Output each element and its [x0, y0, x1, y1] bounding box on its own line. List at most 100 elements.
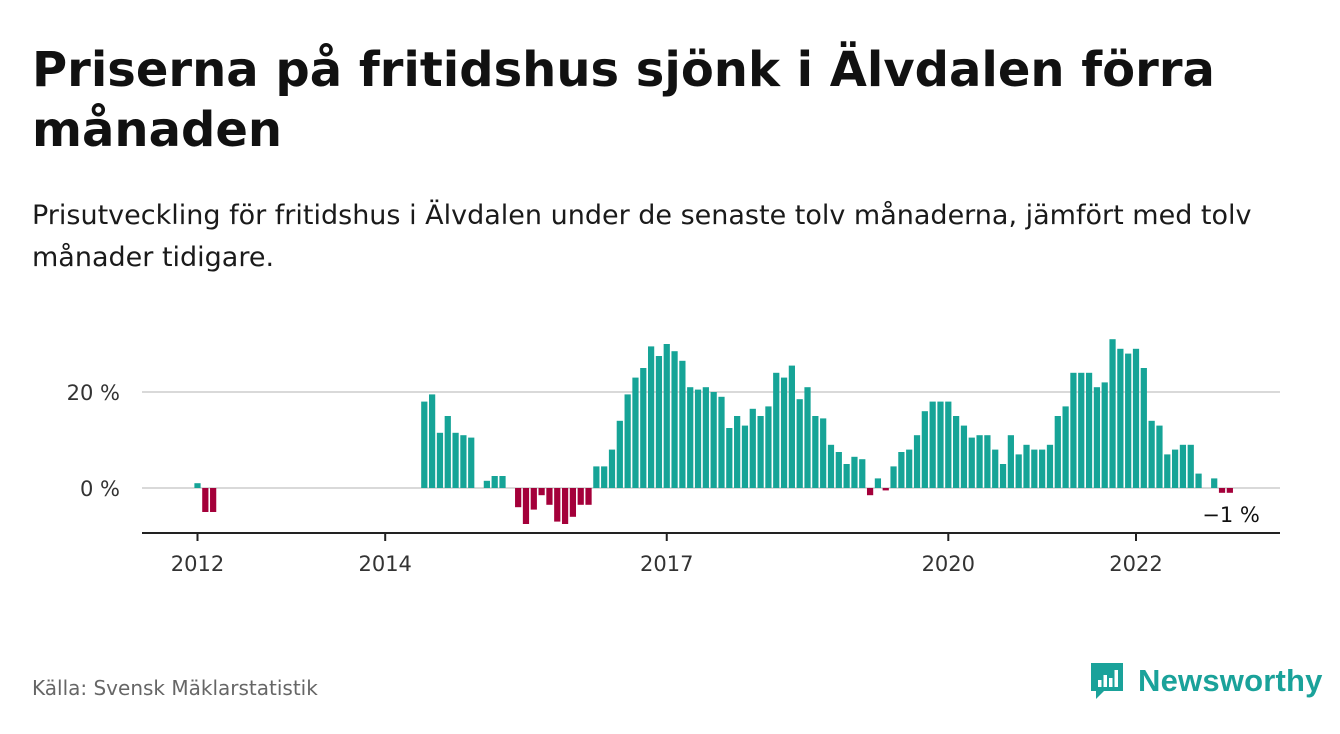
- bar: [812, 416, 819, 488]
- bar: [726, 428, 733, 488]
- bar: [1039, 449, 1046, 488]
- bar: [1101, 382, 1108, 488]
- bar: [1140, 368, 1147, 488]
- bar: [624, 394, 631, 488]
- bar: [788, 365, 795, 488]
- bar: [569, 488, 577, 517]
- bar: [1195, 473, 1202, 488]
- bar: [820, 418, 827, 488]
- bar: [953, 416, 960, 488]
- bar: [468, 437, 475, 488]
- bar: [874, 478, 882, 488]
- bar: [1187, 444, 1194, 488]
- chart-subtitle: Prisutveckling för fritidshus i Älvdalen…: [32, 200, 1252, 273]
- bar: [444, 416, 451, 488]
- bar: [843, 464, 850, 488]
- bar: [960, 425, 968, 488]
- bar: [851, 456, 858, 488]
- bar: [1218, 488, 1226, 493]
- bar: [882, 488, 889, 491]
- bar: [679, 360, 686, 488]
- bar: [210, 488, 217, 512]
- bar: [1093, 387, 1101, 488]
- bar: [827, 444, 835, 488]
- bar: [999, 464, 1007, 488]
- bar: [515, 488, 522, 508]
- bar: [1109, 339, 1116, 488]
- bar: [718, 396, 725, 488]
- bar: [202, 488, 209, 512]
- bar: [773, 372, 780, 488]
- y-tick-label: 0 %: [80, 477, 120, 501]
- bar: [1226, 488, 1233, 493]
- bar: [1164, 454, 1171, 488]
- bar: [929, 401, 936, 488]
- bar: [538, 488, 545, 496]
- bar: [522, 488, 530, 524]
- bar: [921, 411, 928, 488]
- bar: [593, 466, 600, 488]
- bar: [687, 387, 694, 488]
- bar: [780, 377, 788, 488]
- bar: [835, 452, 842, 488]
- bar-layer: [194, 339, 1233, 524]
- bar: [671, 351, 678, 488]
- x-tick-label: 2020: [922, 552, 975, 576]
- bar: [436, 432, 444, 488]
- bar: [663, 344, 670, 488]
- bar: [460, 435, 467, 488]
- bar: [992, 449, 999, 488]
- bar: [421, 401, 428, 488]
- bar: [804, 387, 811, 488]
- bar: [757, 416, 764, 488]
- bar: [1007, 435, 1014, 488]
- bar: [601, 466, 608, 488]
- bar: [483, 480, 490, 488]
- bar: [1046, 444, 1054, 488]
- bar: [194, 483, 201, 488]
- bar: [640, 368, 647, 488]
- y-tick-label: 20 %: [67, 381, 120, 405]
- bar: [866, 488, 874, 496]
- bar: [796, 399, 803, 488]
- bar: [632, 377, 639, 488]
- bar: [1117, 348, 1124, 488]
- bar: [530, 488, 537, 510]
- bar: [1085, 372, 1093, 488]
- bar: [1211, 478, 1218, 488]
- x-tick-label: 2022: [1109, 552, 1162, 576]
- bar: [561, 488, 569, 524]
- bar: [710, 392, 717, 488]
- brand-name: Newsworthy: [1138, 663, 1323, 698]
- bar: [1125, 353, 1132, 488]
- chart-title: Priserna på fritidshus sjönk i Älvdalen …: [32, 42, 1215, 158]
- bar: [749, 408, 756, 488]
- bar: [898, 452, 905, 488]
- x-tick-label: 2012: [171, 552, 224, 576]
- bar: [702, 387, 709, 488]
- x-tick-label: 2014: [358, 552, 411, 576]
- bar: [1062, 406, 1069, 488]
- bar: [976, 435, 983, 488]
- bar: [913, 435, 921, 488]
- bar: [1078, 372, 1085, 488]
- bar: [491, 476, 498, 488]
- bar: [734, 416, 741, 488]
- bar: [429, 394, 436, 488]
- bar: [765, 406, 772, 488]
- bar: [577, 488, 584, 505]
- bar: [968, 437, 975, 488]
- source-note: Källa: Svensk Mäklarstatistik: [32, 676, 318, 700]
- bar: [585, 488, 592, 505]
- bar: [1015, 454, 1022, 488]
- bar: [648, 346, 655, 488]
- bar: [1054, 416, 1061, 488]
- bar: [984, 435, 991, 488]
- bar: [616, 420, 623, 488]
- bar: [859, 459, 866, 488]
- newsworthy-logo-icon: [1091, 663, 1123, 699]
- bar: [890, 466, 897, 488]
- brand-logo[interactable]: Newsworthy: [1088, 660, 1323, 702]
- last-value-label: −1 %: [1202, 503, 1260, 527]
